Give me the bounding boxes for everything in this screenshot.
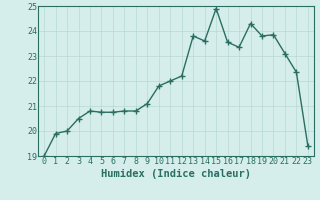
X-axis label: Humidex (Indice chaleur): Humidex (Indice chaleur)	[101, 169, 251, 179]
